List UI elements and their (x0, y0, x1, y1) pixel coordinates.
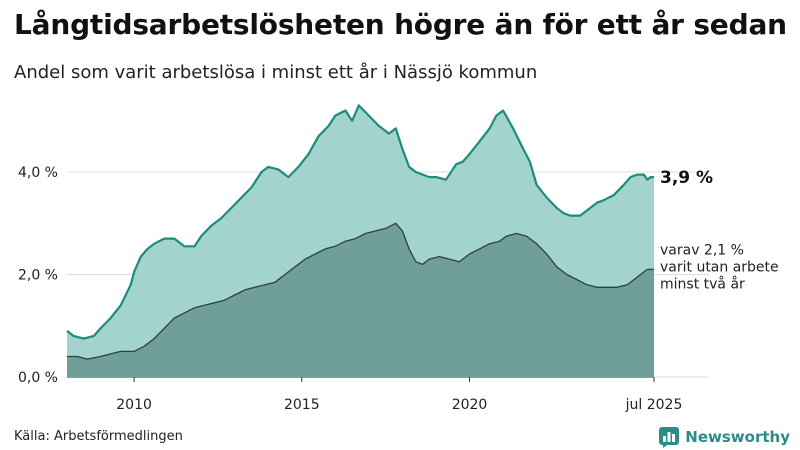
x-tick-label: jul 2025 (625, 397, 683, 413)
y-tick-label: 0,0 % (18, 370, 58, 386)
series-line-1 (67, 222, 654, 360)
brand-logo: Newsworthy (658, 426, 790, 448)
series-area-1 (67, 223, 654, 377)
newsworthy-logo-icon (659, 427, 680, 448)
series-line-0 (66, 104, 654, 340)
y-axis: 0,0 % 2,0 % 4,0 % (18, 165, 58, 386)
chart-subtitle: Andel som varit arbetslösa i minst ett å… (14, 62, 538, 83)
source-note: Källa: Arbetsförmedlingen (14, 429, 183, 444)
secondary-annotation-line: varit utan arbete (660, 259, 779, 275)
x-tick-label: 2015 (284, 397, 320, 413)
x-axis: 2010 2015 2020 jul 2025 (116, 377, 682, 413)
secondary-annotation-line: varav 2,1 % (660, 242, 744, 258)
x-tick-label: 2010 (116, 397, 152, 413)
y-tick-label: 4,0 % (18, 165, 58, 181)
chart-title: Långtidsarbetslösheten högre än för ett … (14, 8, 787, 41)
secondary-annotation-line: minst två år (660, 275, 745, 292)
end-value-label: 3,9 % (660, 168, 713, 188)
chart-areas (67, 105, 654, 378)
x-tick-label: 2020 (452, 397, 488, 413)
area-chart: 0,0 % 2,0 % 4,0 % 2010 2015 2020 jul 2025 3,9… (18, 104, 779, 413)
brand-name: Newsworthy (685, 428, 790, 446)
chart-lines (66, 104, 654, 360)
y-tick-label: 2,0 % (18, 268, 58, 284)
